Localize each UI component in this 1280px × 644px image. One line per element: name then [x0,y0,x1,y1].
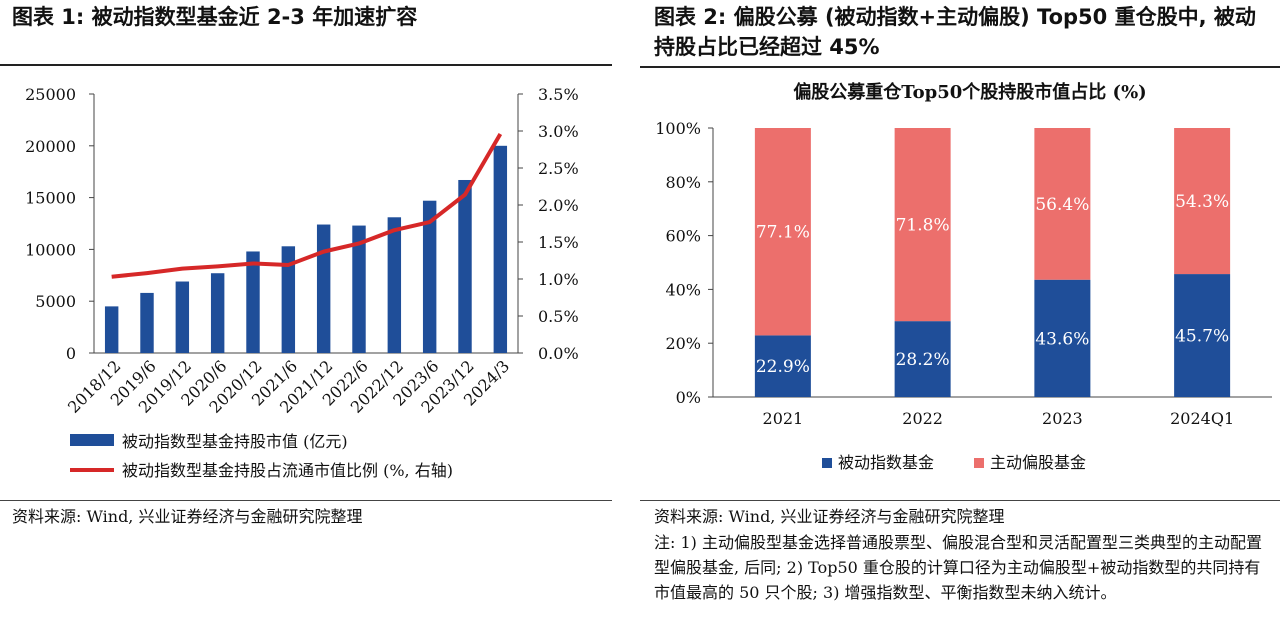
x-tick-label: 2022 [902,409,943,428]
right-y-tick-label: 3.0% [538,122,579,141]
figure-2-title: 图表 2: 偏股公募 (被动指数+主动偏股) Top50 重仓股中, 被动持股占… [654,5,1256,59]
bar-active-share [1174,128,1231,275]
right-figure-panel: 图表 2: 偏股公募 (被动指数+主动偏股) Top50 重仓股中, 被动持股占… [640,0,1280,644]
bar-active-share [1034,128,1091,280]
left-y-tick-label: 15000 [25,189,76,208]
x-tick-label: 2024Q1 [1170,409,1234,428]
chart-1: 0 5000 10000 15000 20000 25000 0.0% 0.5% 1.0% 1.5… [25,85,579,480]
legend-line-label: 被动指数型基金持股占流通市值比例 (%, 右轴) [122,461,453,480]
y-tick-label: 40% [665,280,701,299]
figure-2-note: 注: 1) 主动偏股型基金选择普通股票型、偏股混合型和灵活配置型三类典型的主动配… [654,533,1262,602]
bar-passive-holding-value [246,251,260,353]
bar-passive-holding-value [281,246,296,353]
right-y-tick-label: 2.0% [538,196,579,215]
right-y-tick-label: 1.5% [538,233,579,252]
right-y-tick-label: 1.0% [538,270,579,289]
bar-passive-holding-value [352,225,366,353]
data-label-active: 77.1% [756,223,810,243]
figure-1-top-rule [0,64,612,66]
data-label-active: 54.3% [1175,192,1229,212]
left-y-tick-label: 20000 [25,137,76,156]
right-y-tick-label: 2.5% [538,159,579,178]
y-tick-label: 80% [665,173,701,192]
bar-passive-holding-value [210,273,225,353]
chart-2-title: 偏股公募重仓Top50个股持股市值占比 (%) [793,81,1146,103]
data-label-passive: 45.7% [1175,327,1229,347]
legend-passive-label: 被动指数基金 [838,453,934,472]
figure-2-bottom-rule [640,500,1280,501]
bar-passive-holding-value [316,224,331,353]
chart-2: 偏股公募重仓Top50个股持股市值占比 (%) 0% 20% 40% 60% 80% 100… [655,81,1272,472]
bar-passive-holding-value [458,179,472,353]
legend-active-label: 主动偏股基金 [990,453,1086,472]
x-tick-label: 2023 [1042,409,1083,428]
right-y-tick-label: 0.0% [538,344,579,363]
bar-passive-holding-value [493,145,508,353]
left-figure-panel: 图表 1: 被动指数型基金近 2-3 年加速扩容 0 5000 10000 15000… [0,0,612,644]
bar-passive-share [894,321,951,397]
y-tick-label: 0% [676,388,701,407]
y-tick-label: 20% [665,334,701,353]
data-label-passive: 28.2% [896,350,950,370]
left-y-tick-label: 25000 [25,85,76,104]
legend-bar-swatch [70,434,114,446]
legend-bar-label: 被动指数型基金持股市值 (亿元) [122,432,348,451]
data-label-passive: 43.6% [1035,329,1089,349]
bar-passive-holding-value [140,292,154,353]
figure-2-source: 资料来源: Wind, 兴业证券经济与金融研究院整理 [654,507,1005,526]
left-y-tick-label: 0 [66,344,76,363]
bar-passive-share [1034,279,1091,397]
bar-active-share [754,128,811,336]
y-tick-label: 60% [665,227,701,246]
legend-active-swatch [974,458,984,468]
left-y-tick-label: 5000 [35,292,76,311]
left-y-tick-label: 10000 [25,240,76,259]
figure-1-title: 图表 1: 被动指数型基金近 2-3 年加速扩容 [12,5,418,29]
x-tick-label: 2021 [763,409,804,428]
right-y-tick-label: 0.5% [538,307,579,326]
bar-passive-share [1174,274,1231,397]
bar-passive-holding-value [104,306,119,353]
figure-2-top-rule [640,66,1280,68]
figure-1-bottom-rule [0,500,612,501]
y-tick-label: 100% [655,119,701,138]
bar-active-share [894,128,951,322]
data-label-active: 56.4% [1035,195,1089,215]
line-passive-holding-ratio [111,132,503,279]
bar-passive-holding-value [387,217,402,353]
legend-passive-swatch [822,458,832,468]
data-label-passive: 22.9% [756,357,810,377]
bar-passive-holding-value [175,281,190,353]
figure-1-source: 资料来源: Wind, 兴业证券经济与金融研究院整理 [12,507,363,526]
data-label-active: 71.8% [896,216,950,236]
bar-passive-share [754,335,811,397]
right-y-tick-label: 3.5% [538,85,579,104]
bar-passive-holding-value [422,200,437,353]
